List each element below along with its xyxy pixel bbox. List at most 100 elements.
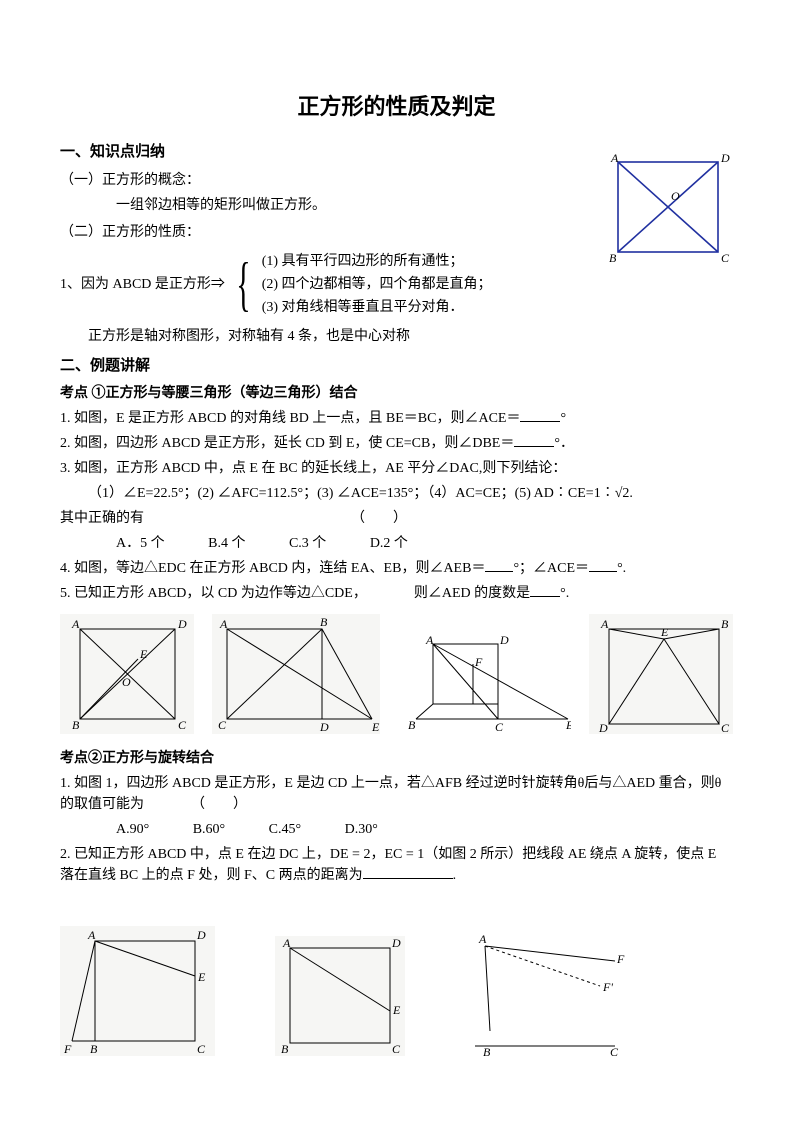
q2-suf: °． [554,436,574,451]
svg-text:D: D [319,720,329,734]
q3-opt-d[interactable]: D.2 个 [370,533,408,554]
svg-text:D: D [598,721,608,734]
svg-text:A: A [282,936,291,950]
q3-options: A．5 个 B.4 个 C.3 个 D.2 个 [60,533,733,554]
svg-text:F: F [616,952,625,966]
q4-blank1[interactable] [485,558,513,572]
q5: 5. 已知正方形 ABCD，以 CD 为边作等边△CDE， 则∠AED 的度数是… [60,583,733,604]
r2-suf: . [453,868,457,883]
svg-text:D: D [177,617,187,631]
prop-2: (2) 四个边都相等，四个角都是直角； [262,274,492,295]
r1-opt-c[interactable]: C.45° [269,819,301,840]
q3-paren[interactable]: （ ） [351,511,407,526]
q4-blank2[interactable] [589,558,617,572]
svg-text:E: E [197,970,206,984]
svg-text:A: A [478,932,487,946]
fig-1-3: A D B C E F [398,634,571,734]
q3-c: 其中正确的有 （ ） [60,508,733,529]
svg-text:C: C [392,1042,401,1056]
q5-a: 5. 已知正方形 ABCD，以 CD 为边作等边△CDE， [60,586,367,601]
figure-row-1: A D B C E O A B C D E A D B C E F [60,614,733,734]
r1-options: A.90° B.60° C.45° D.30° [60,819,733,840]
svg-text:B: B [90,1042,98,1056]
svg-text:D: D [196,928,206,942]
q3-b: （1）∠E=22.5°；(2) ∠AFC=112.5°；(3) ∠ACE=135… [60,483,733,504]
q4-b: °；∠ACE＝ [513,561,589,576]
q3-a: 3. 如图，正方形 ABCD 中，点 E 在 BC 的延长线上，AE 平分∠DA… [60,458,733,479]
svg-text:F': F' [602,980,613,994]
left-brace-icon: { [236,254,250,314]
q3-c-text: 其中正确的有 [60,511,144,526]
svg-text:A: A [600,617,609,631]
svg-text:C: C [178,718,187,732]
q5-blank[interactable] [530,583,560,597]
svg-text:A: A [610,151,619,165]
svg-text:C: C [495,720,504,734]
section-2-heading: 二、例题讲解 [60,355,733,378]
q3-opt-b[interactable]: B.4 个 [208,533,245,554]
svg-text:C: C [197,1042,206,1056]
r1-text: 1. 如图 1，四边形 ABCD 是正方形，E 是边 CD 上一点，若△AFB … [60,776,721,812]
fig-2-2: A D E B C [275,936,405,1056]
q2-text: 2. 如图，四边形 ABCD 是正方形，延长 CD 到 E，使 CE=CB，则∠… [60,436,514,451]
fig-1-4: A B D C E [589,614,733,734]
svg-text:B: B [281,1042,289,1056]
sqrt2-icon: √2 [615,486,630,501]
prop-1: (1) 具有平行四边形的所有通性； [262,251,492,272]
r1: 1. 如图 1，四边形 ABCD 是正方形，E 是边 CD 上一点，若△AFB … [60,773,733,815]
square-diagram: A D B C O [603,150,733,270]
svg-text:D: D [720,151,730,165]
svg-text:F: F [474,655,483,669]
svg-text:B: B [721,617,729,631]
svg-text:C: C [218,718,227,732]
q1-blank[interactable] [520,408,560,422]
q5-b: 则∠AED 的度数是 [414,586,530,601]
svg-text:B: B [72,718,80,732]
svg-text:E: E [660,625,669,639]
r1-opt-d[interactable]: D.30° [345,819,378,840]
r1-paren[interactable]: （ ） [191,797,247,812]
svg-text:F: F [63,1042,72,1056]
svg-text:B: B [609,251,617,265]
q1: 1. 如图，E 是正方形 ABCD 的对角线 BD 上一点，且 BE＝BC，则∠… [60,408,733,429]
topic-2: 考点②正方形与旋转结合 [60,748,733,769]
q3-opt-c[interactable]: C.3 个 [289,533,326,554]
q2: 2. 如图，四边形 ABCD 是正方形，延长 CD 到 E，使 CE=CB，则∠… [60,433,733,454]
prop-lead: 1、因为 ABCD 是正方形⇒ [60,274,225,295]
q4: 4. 如图，等边△EDC 在正方形 ABCD 内，连结 EA、EB，则∠AEB＝… [60,558,733,579]
r1-opt-a[interactable]: A.90° [116,819,149,840]
svg-text:O: O [671,189,680,203]
svg-text:E: E [392,1003,401,1017]
svg-text:E: E [139,647,148,661]
fig-2-3: A F' F B C [465,931,625,1056]
prop-3: (3) 对角线相等垂直且平分对角． [262,297,492,318]
svg-text:D: D [499,634,509,647]
q4-a: 4. 如图，等边△EDC 在正方形 ABCD 内，连结 EA、EB，则∠AEB＝ [60,561,485,576]
r1-opt-b[interactable]: B.60° [193,819,225,840]
svg-text:E: E [565,718,571,732]
q2-blank[interactable] [514,433,554,447]
symmetry-text: 正方形是轴对称图形，对称轴有 4 条，也是中心对称 [60,326,733,347]
topic-1: 考点 ①正方形与等腰三角形（等边三角形）结合 [60,383,733,404]
r2-blank[interactable] [363,865,453,879]
svg-text:D: D [391,936,401,950]
fig-1-2: A B C D E [212,614,380,734]
figure-row-2: A D E B C F A D E B C A F' F B C [60,926,733,1056]
svg-text:C: C [721,721,730,734]
svg-text:C: C [610,1045,619,1056]
svg-text:B: B [320,615,328,629]
fig-1-1: A D B C E O [60,614,194,734]
q3-b-text: （1）∠E=22.5°；(2) ∠AFC=112.5°；(3) ∠ACE=135… [88,486,615,501]
fig-2-1: A D E B C F [60,926,215,1056]
q4-c: °. [617,561,626,576]
svg-text:A: A [87,928,96,942]
svg-text:A: A [71,617,80,631]
svg-text:C: C [721,251,730,265]
svg-text:B: B [483,1045,491,1056]
q1-text: 1. 如图，E 是正方形 ABCD 的对角线 BD 上一点，且 BE＝BC，则∠… [60,411,520,426]
q5-c: °. [560,586,569,601]
page-title: 正方形的性质及判定 [60,90,733,123]
svg-text:B: B [408,718,416,732]
svg-text:A: A [425,634,434,647]
q3-opt-a[interactable]: A．5 个 [116,533,165,554]
